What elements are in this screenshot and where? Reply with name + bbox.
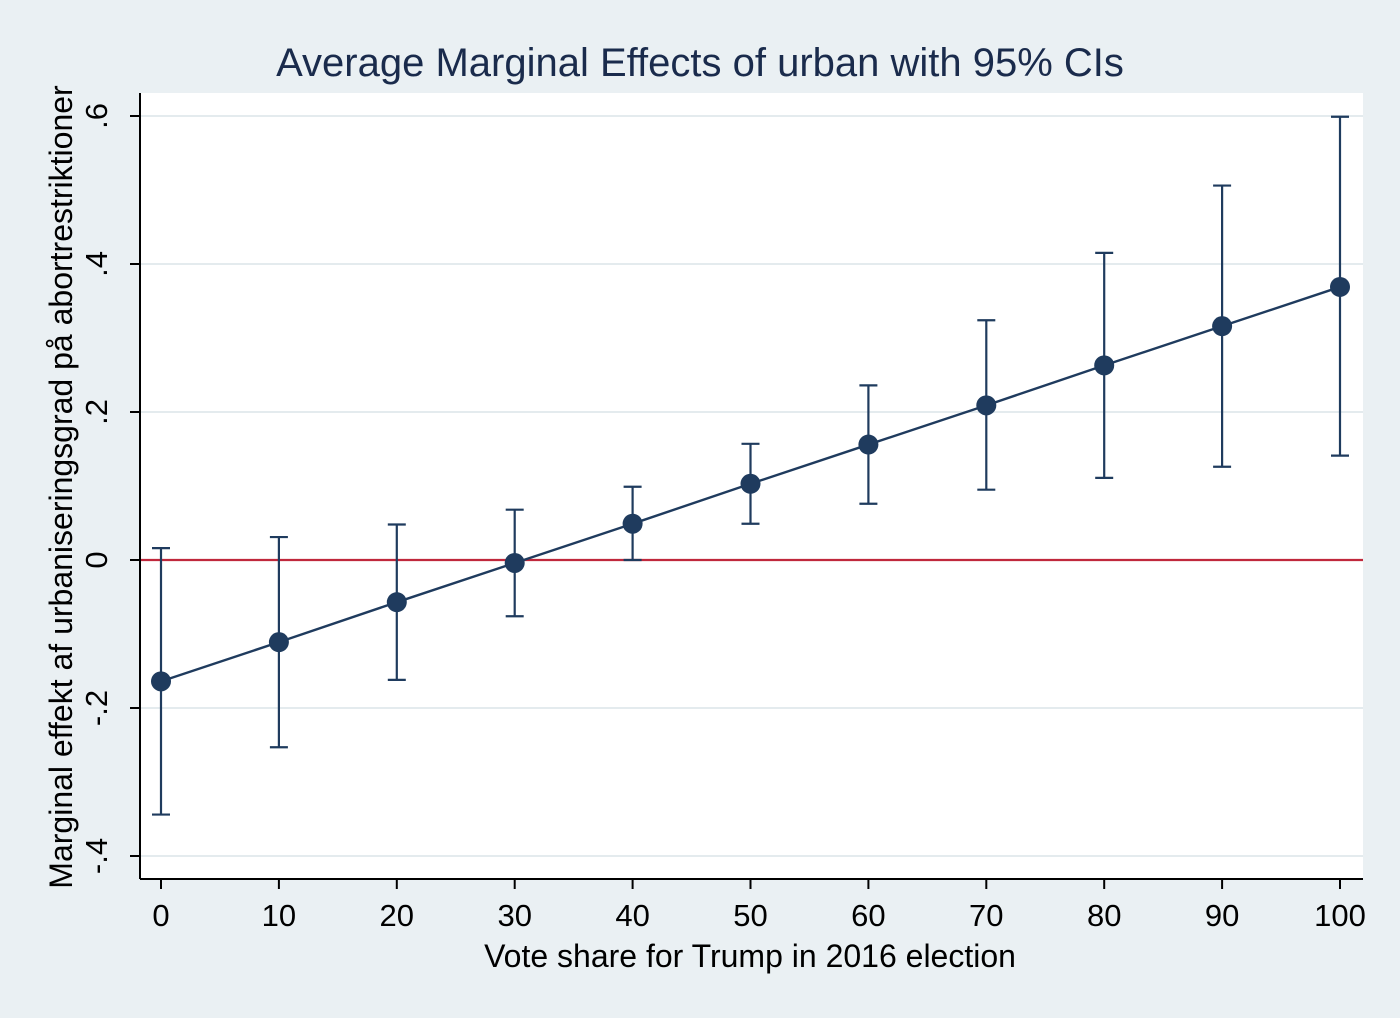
data-point <box>976 395 997 416</box>
x-axis-label: Vote share for Trump in 2016 election <box>484 938 1016 974</box>
x-tick-label: 40 <box>615 898 649 933</box>
y-tick-label: -.2 <box>79 690 114 726</box>
y-tick-label: .6 <box>79 103 114 129</box>
data-point <box>740 473 761 494</box>
y-tick-label: -.4 <box>79 838 114 874</box>
y-tick-label: .4 <box>79 251 114 277</box>
y-axis-label: Marginal effekt af urbaniseringsgrad på … <box>43 85 79 889</box>
data-point <box>504 552 525 573</box>
tick-labels: 0 10 20 30 40 50 60 70 80 90 100 -.4 -.2 0 .2 .4 .6 <box>79 103 1366 933</box>
data-point <box>268 632 289 653</box>
data-point <box>151 671 171 692</box>
axes <box>130 93 1363 889</box>
data-point <box>1212 316 1233 337</box>
data-point <box>622 513 643 534</box>
x-tick-label: 80 <box>1087 898 1121 933</box>
data-point <box>858 434 879 455</box>
data-points <box>151 276 1350 692</box>
x-tick-label: 10 <box>262 898 296 933</box>
gridlines <box>140 115 1363 857</box>
x-tick-label: 90 <box>1205 898 1239 933</box>
x-tick-label: 30 <box>497 898 531 933</box>
x-tick-label: 20 <box>380 898 414 933</box>
y-tick-label: .2 <box>79 399 114 425</box>
x-tick-label: 100 <box>1314 898 1366 933</box>
data-point <box>1094 355 1115 376</box>
x-tick-label: 0 <box>152 898 169 933</box>
data-point <box>386 592 407 613</box>
y-tick-label: 0 <box>79 551 114 568</box>
x-tick-label: 70 <box>969 898 1003 933</box>
x-tick-label: 60 <box>851 898 885 933</box>
chart-title: Average Marginal Effects of urban with 9… <box>276 41 1124 85</box>
x-tick-label: 50 <box>733 898 767 933</box>
data-point <box>1330 276 1350 297</box>
